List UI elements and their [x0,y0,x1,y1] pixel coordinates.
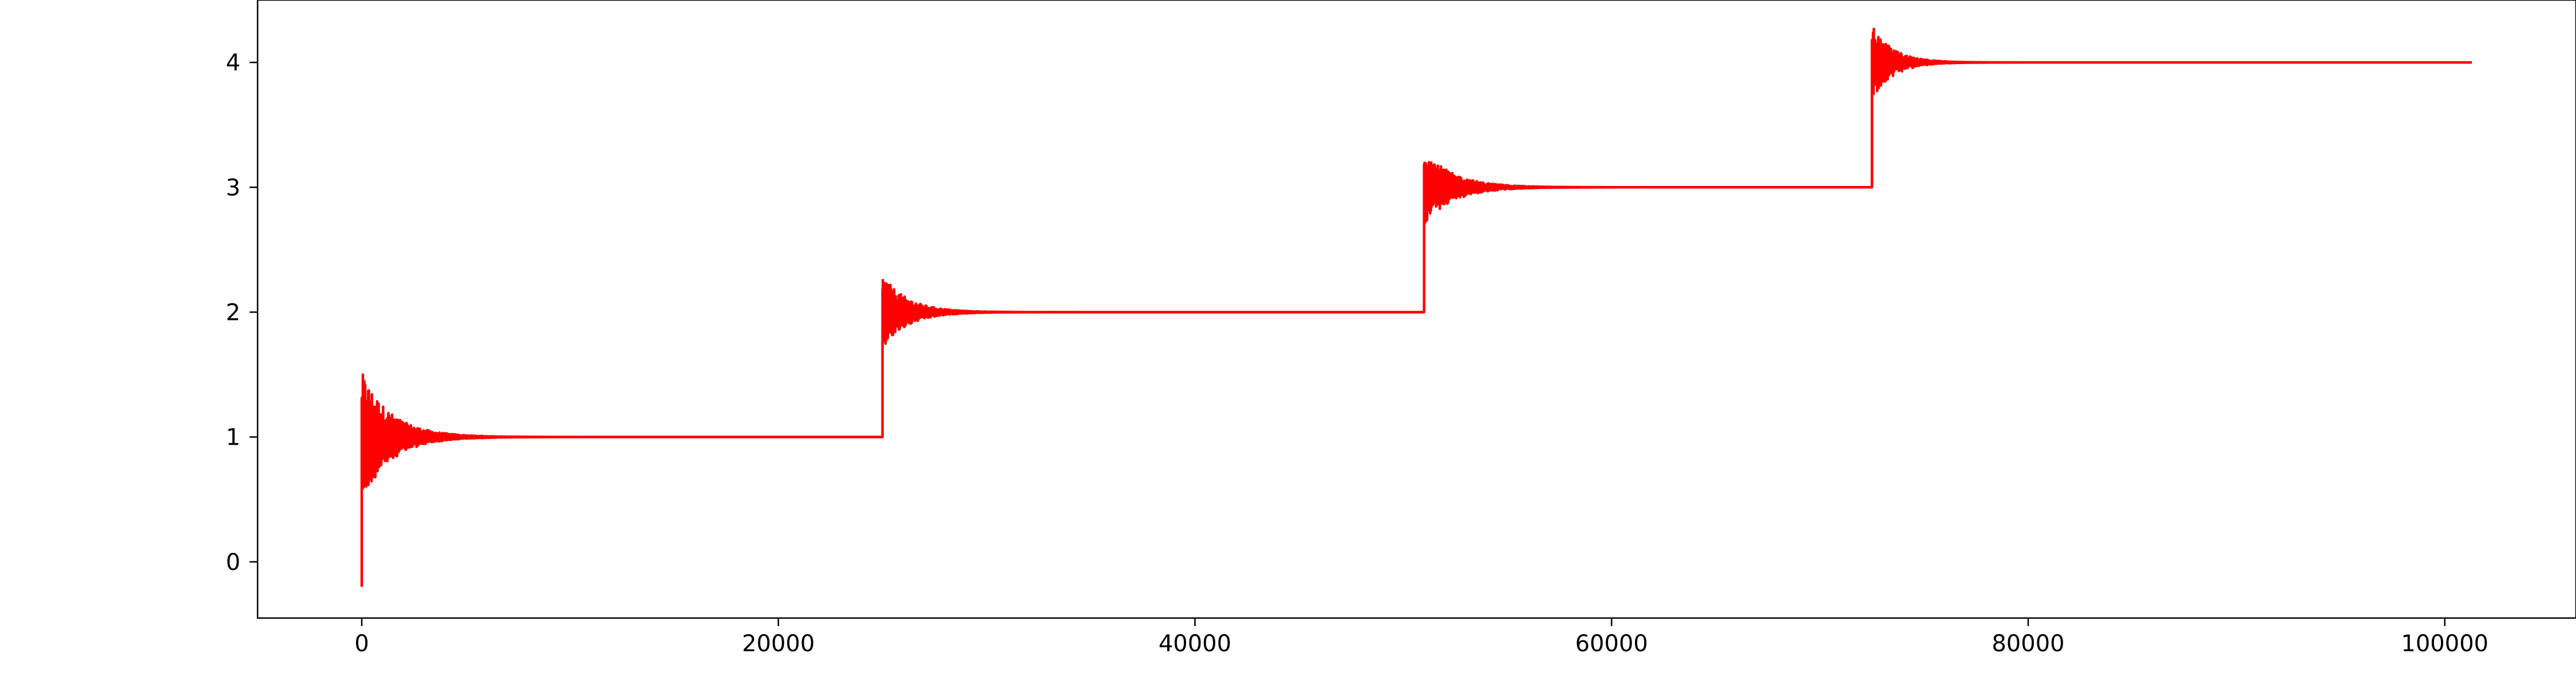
x-tick-label: 100000 [2401,631,2488,657]
plot-frame [256,0,2576,619]
x-axis: 0 20000 40000 60000 80000 100000 [354,618,2488,657]
y-tick-label: 3 [226,175,240,201]
x-tick-label: 40000 [1159,631,1231,657]
x-tick-label: 80000 [1992,631,2064,657]
series-line [360,27,2473,587]
plot-area [360,27,2473,587]
x-tick-label: 60000 [1575,631,1648,657]
x-tick-label: 20000 [742,631,815,657]
x-tick-label: 0 [354,631,369,657]
y-tick-label: 0 [226,549,240,576]
y-tick-label: 1 [226,425,240,451]
y-axis: 0 1 2 3 4 [226,50,258,576]
y-tick-label: 4 [226,50,240,76]
y-tick-label: 2 [226,299,240,326]
